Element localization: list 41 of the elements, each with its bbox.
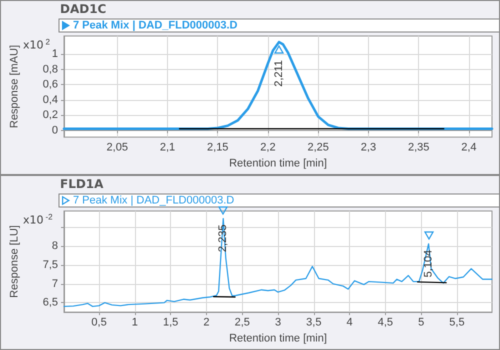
y-tick-label: 0,6 [42, 78, 58, 91]
x-tick-label: 3,5 [306, 316, 322, 329]
x-tick-label: 3 [274, 316, 282, 329]
x-tick-label: 2,3 [360, 142, 376, 154]
x-tick-label: 0,5 [91, 316, 107, 329]
x-tick-label: 2,15 [207, 142, 228, 154]
x-tick-label: 2,5 [234, 316, 250, 329]
x-axis-title: Retention time [min] [229, 158, 327, 170]
x-tick-label: 1,5 [162, 316, 178, 329]
chart-title: FLD1A [60, 177, 104, 191]
y-tick-label: 7 [52, 278, 58, 290]
y-tick-label: 0,4 [42, 94, 58, 106]
annotation: 2,211 [273, 60, 286, 87]
legend-label: 7 Peak Mix | DAD_FLD000003.D [73, 194, 234, 206]
x-tick-label: 2,1 [160, 142, 176, 154]
x-axis-title: Retention time [min] [229, 332, 327, 344]
x-tick-label: 2,05 [106, 142, 128, 154]
x-tick-label: 2 [203, 316, 210, 329]
y-tick-label: 6,5 [42, 296, 58, 309]
y-tick-label: 0,8 [42, 63, 58, 76]
x-tick-label: 2,4 [461, 142, 477, 154]
y-tick-label: 0 [52, 124, 58, 136]
y-axis-title: Response [LU] [8, 225, 20, 298]
x-tick-label: 1 [132, 316, 138, 329]
y-tick-label: 8 [52, 240, 58, 252]
y-tick-label: 1 [52, 48, 58, 60]
y-tick-label: 0,2 [42, 109, 58, 122]
x-tick-label: 2,2 [260, 142, 276, 154]
x-tick-label: 2,35 [408, 142, 430, 154]
annotation: 2,235 [217, 224, 230, 252]
annotation: 5,104 [422, 250, 435, 278]
x-tick-label: 4 [346, 316, 353, 329]
chart-title: DAD1C [60, 2, 107, 16]
legend-label: 7 Peak Mix | DAD_FLD000003.D [73, 20, 238, 32]
line-series [63, 218, 493, 308]
y-tick-label: 7,5 [42, 258, 58, 271]
x-tick-label: 5 [418, 316, 424, 329]
x-tick-label: 2,25 [307, 142, 329, 154]
x-tick-label: 4,5 [378, 316, 394, 329]
y-axis-title: Response [mAU] [8, 44, 20, 128]
x-tick-label: 5,5 [449, 316, 465, 329]
